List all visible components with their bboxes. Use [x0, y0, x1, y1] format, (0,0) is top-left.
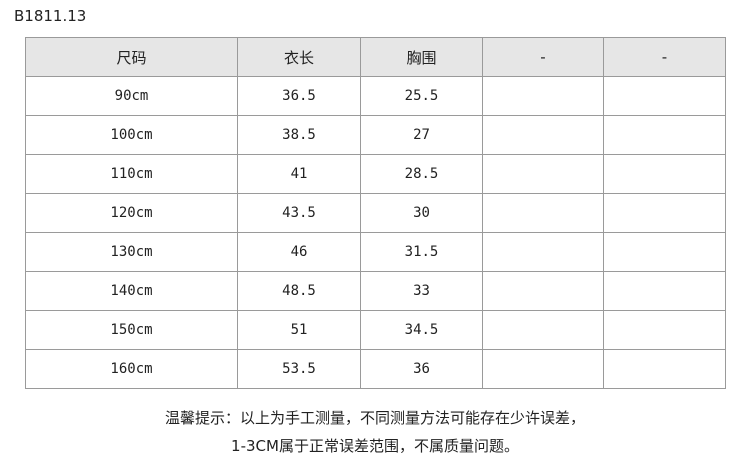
table-cell: [603, 271, 726, 311]
table-cell: 36: [360, 349, 483, 389]
table-cell: [482, 310, 604, 350]
table-cell: [603, 349, 726, 389]
column-header: 衣长: [237, 37, 361, 77]
table-cell: [482, 271, 604, 311]
table-cell: 31.5: [360, 232, 483, 272]
table-cell: 27: [360, 115, 483, 155]
table-cell: [603, 76, 726, 116]
table-cell: [603, 154, 726, 194]
size-table: 尺码 衣长 胸围 - - 90cm 36.5 25.5 100cm 38.5 27 110cm 41 2…: [25, 37, 726, 389]
table-cell: [482, 232, 604, 272]
product-code: B1811.13: [14, 7, 87, 25]
table-cell: [603, 193, 726, 233]
table-cell: [603, 115, 726, 155]
table-cell: [482, 115, 604, 155]
table-row: 130cm 46 31.5: [25, 232, 726, 272]
table-row: 140cm 48.5 33: [25, 271, 726, 311]
note-line-2: 1-3CM属于正常误差范围，不属质量问题。: [231, 437, 519, 455]
table-cell: 51: [237, 310, 361, 350]
table-cell: [482, 154, 604, 194]
column-header: 胸围: [360, 37, 483, 77]
table-cell: 25.5: [360, 76, 483, 116]
table-cell: [482, 193, 604, 233]
table-cell: 120cm: [25, 193, 238, 233]
table-cell: 36.5: [237, 76, 361, 116]
table-row: 120cm 43.5 30: [25, 193, 726, 233]
table-cell: [603, 232, 726, 272]
table-cell: 130cm: [25, 232, 238, 272]
table-cell: 110cm: [25, 154, 238, 194]
table-cell: 30: [360, 193, 483, 233]
column-header: 尺码: [25, 37, 238, 77]
table-row: 110cm 41 28.5: [25, 154, 726, 194]
table-cell: 33: [360, 271, 483, 311]
table-cell: 90cm: [25, 76, 238, 116]
note-line-1: 温馨提示：以上为手工测量，不同测量方法可能存在少许误差，: [164, 409, 585, 427]
table-cell: 140cm: [25, 271, 238, 311]
table-row: 150cm 51 34.5: [25, 310, 726, 350]
table-cell: 160cm: [25, 349, 238, 389]
table-cell: 43.5: [237, 193, 361, 233]
table-cell: 28.5: [360, 154, 483, 194]
measurement-note: 温馨提示：以上为手工测量，不同测量方法可能存在少许误差， 1-3CM属于正常误差…: [0, 404, 750, 460]
column-header: -: [482, 37, 604, 77]
table-cell: 150cm: [25, 310, 238, 350]
table-cell: 41: [237, 154, 361, 194]
table-row: 160cm 53.5 36: [25, 349, 726, 389]
table-cell: [603, 310, 726, 350]
table-cell: 100cm: [25, 115, 238, 155]
table-cell: 53.5: [237, 349, 361, 389]
table-cell: 48.5: [237, 271, 361, 311]
table-row: 100cm 38.5 27: [25, 115, 726, 155]
column-header: -: [603, 37, 726, 77]
table-cell: 46: [237, 232, 361, 272]
table-cell: 34.5: [360, 310, 483, 350]
table-cell: [482, 349, 604, 389]
table-header: 尺码 衣长 胸围 - -: [25, 37, 726, 77]
table-cell: [482, 76, 604, 116]
table-row: 90cm 36.5 25.5: [25, 76, 726, 116]
table-cell: 38.5: [237, 115, 361, 155]
